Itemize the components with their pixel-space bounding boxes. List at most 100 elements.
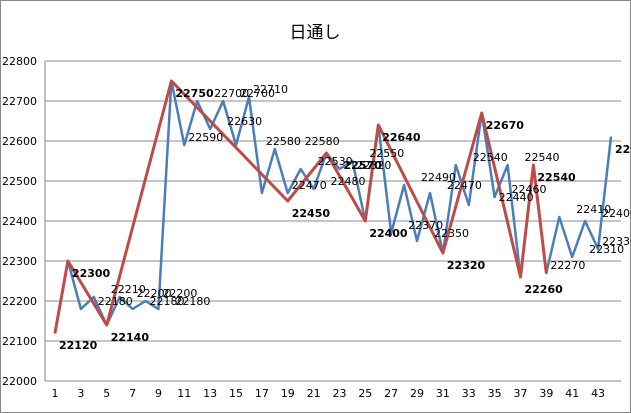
axes	[44, 61, 621, 382]
data-label: 22370	[408, 219, 443, 232]
data-label: 22700	[214, 87, 249, 100]
x-tick-label: 21	[307, 387, 321, 400]
data-label: 22410	[576, 203, 611, 216]
data-label: 22310	[589, 243, 624, 256]
x-tick-label: 7	[129, 387, 136, 400]
data-point-series-1	[144, 300, 147, 302]
x-tick-label: 43	[591, 387, 605, 400]
data-point-series-1	[403, 184, 405, 186]
x-tick-label: 39	[539, 387, 553, 400]
data-point-series-1	[196, 100, 199, 102]
data-label: 22140	[111, 331, 150, 344]
data-label: 22260	[524, 283, 563, 296]
x-tick-label: 5	[103, 387, 110, 400]
data-point-series-2	[442, 252, 444, 254]
data-point-series-1	[597, 248, 599, 250]
data-label: 22400	[369, 227, 408, 240]
data-point-series-1	[312, 188, 315, 190]
data-label: 22330	[602, 235, 631, 248]
data-label: 22350	[434, 227, 469, 240]
data-point-series-1	[610, 136, 612, 138]
data-point-series-1	[390, 232, 392, 234]
data-point-series-1	[558, 216, 561, 218]
y-tick-label: 22300	[2, 255, 37, 268]
x-tick-label: 17	[255, 387, 269, 400]
data-labels: 2212022300221802221022140222002218022200…	[59, 83, 631, 352]
data-point-series-1	[248, 96, 250, 98]
x-tick-label: 15	[229, 387, 243, 400]
x-tick-label: 9	[155, 387, 162, 400]
data-point-series-1	[493, 196, 496, 198]
data-label: 22540	[473, 151, 508, 164]
data-point-series-1	[274, 148, 276, 150]
data-label: 22580	[266, 135, 301, 148]
data-point-series-2	[325, 152, 328, 154]
data-point-series-2	[67, 260, 69, 262]
y-axis-ticks: 22000 22100 22200 22300 22400 22500 22600 22700…	[2, 55, 37, 388]
data-point-series-1	[571, 256, 574, 258]
series-layer	[53, 79, 613, 334]
data-point-series-1	[209, 128, 211, 130]
data-point-series-2	[170, 80, 173, 82]
series-line-1	[53, 79, 613, 334]
data-point-series-1	[351, 160, 354, 162]
data-label: 22480	[331, 175, 366, 188]
data-point-series-1	[286, 192, 289, 194]
data-point-series-1	[222, 100, 224, 102]
data-label: 22520	[356, 159, 391, 172]
data-point-series-1	[80, 308, 82, 310]
data-label: 22590	[188, 131, 223, 144]
x-tick-label: 23	[332, 387, 346, 400]
data-label: 22210	[111, 283, 146, 296]
data-point-series-1	[416, 240, 418, 242]
data-point-series-2	[519, 276, 522, 278]
x-tick-label: 3	[77, 387, 84, 400]
data-point-series-1	[506, 164, 509, 166]
data-label: 22470	[447, 179, 482, 192]
data-point-series-1	[92, 296, 95, 298]
data-point-series-1	[118, 296, 121, 298]
data-label: 22610	[615, 143, 631, 156]
y-tick-label: 22800	[2, 55, 37, 68]
data-point-series-2	[105, 324, 108, 326]
data-label: 22490	[421, 171, 456, 184]
data-label: 22580	[305, 135, 340, 148]
data-point-series-1	[299, 168, 302, 170]
x-tick-label: 1	[52, 387, 59, 400]
data-point-series-2	[545, 272, 548, 274]
y-tick-label: 22200	[2, 295, 37, 308]
data-label: 22400	[602, 207, 631, 220]
data-label: 22570	[343, 159, 382, 172]
data-label: 22270	[550, 259, 585, 272]
data-label: 22710	[253, 83, 288, 96]
x-axis-ticks: 1 3 5 7 9 11 13 15 17 19 21 23 25 27 29 31 33 35 37 39 41 43	[52, 387, 606, 400]
data-point-series-1	[183, 144, 186, 146]
y-tick-label: 22500	[2, 175, 37, 188]
data-label: 22200	[137, 287, 172, 300]
x-tick-label: 37	[513, 387, 527, 400]
data-label: 22530	[318, 155, 353, 168]
y-tick-label: 22100	[2, 335, 37, 348]
x-tick-label: 41	[565, 387, 579, 400]
data-point-series-1	[584, 220, 586, 222]
data-label: 22180	[150, 295, 185, 308]
data-label: 22460	[512, 183, 547, 196]
data-point-series-1	[157, 308, 160, 310]
x-tick-label: 13	[203, 387, 217, 400]
data-point-series-2	[377, 124, 380, 126]
x-tick-label: 29	[410, 387, 424, 400]
data-point-series-1	[338, 168, 341, 170]
data-label: 22540	[524, 151, 559, 164]
data-point-series-1	[131, 308, 134, 310]
y-tick-label: 22700	[2, 95, 37, 108]
x-tick-label: 27	[384, 387, 398, 400]
data-label: 22750	[175, 87, 214, 100]
data-point-series-1	[467, 204, 470, 206]
data-label: 22700	[240, 87, 275, 100]
data-label: 22640	[382, 131, 421, 144]
x-tick-label: 35	[488, 387, 502, 400]
data-label: 22550	[369, 147, 404, 160]
data-label: 22200	[162, 287, 197, 300]
